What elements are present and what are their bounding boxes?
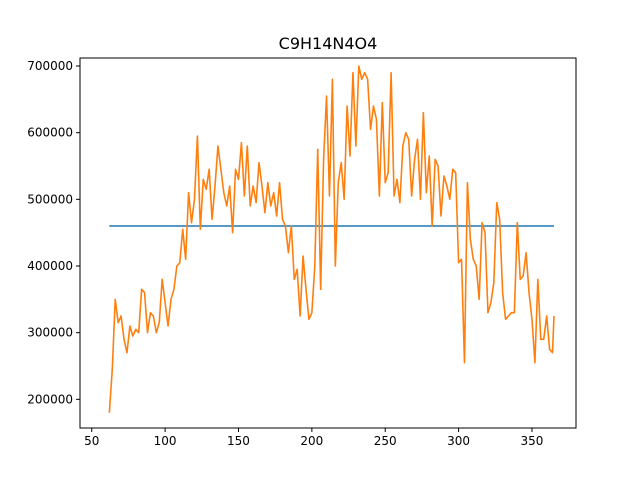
axis-ticks: 50 100 150 200 250 300 350 200000 300000 400000 50…	[27, 59, 543, 448]
x-tick-label: 100	[154, 434, 177, 448]
data-line	[108, 65, 555, 413]
y-tick-label: 500000	[27, 192, 73, 206]
x-tick-label: 350	[521, 434, 544, 448]
y-tick-label: 700000	[27, 59, 73, 73]
x-tick-label: 200	[300, 434, 323, 448]
x-tick-label: 300	[447, 434, 470, 448]
chart-title: C9H14N4O4	[279, 34, 378, 53]
x-tick-label: 50	[84, 434, 99, 448]
y-tick-label: 300000	[27, 326, 73, 340]
y-tick-label: 200000	[27, 392, 73, 406]
y-tick-label: 400000	[27, 259, 73, 273]
y-tick-label: 600000	[27, 126, 73, 140]
plot-frame	[79, 57, 577, 429]
x-tick-label: 150	[227, 434, 250, 448]
series-group	[108, 65, 555, 413]
x-tick-label: 250	[374, 434, 397, 448]
